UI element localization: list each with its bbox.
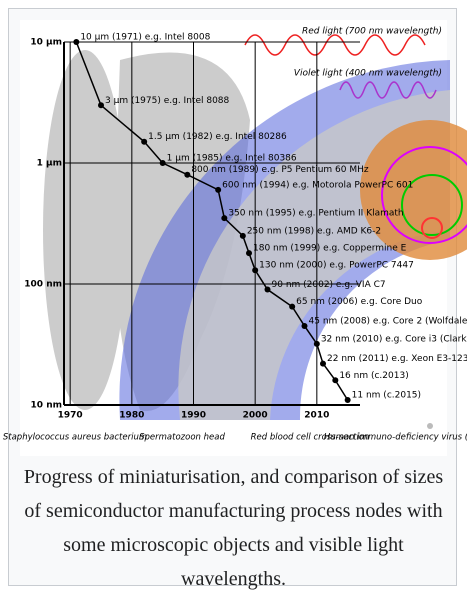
point-label: 22 nm (2011) e.g. Xeon E3-1230 — [327, 354, 467, 364]
x-tick-label: 2000 — [243, 411, 268, 421]
point — [320, 361, 326, 367]
point — [345, 397, 351, 403]
point — [314, 341, 320, 347]
point-label: 1 µm (1985) e.g. Intel 80386 — [167, 154, 297, 164]
y-tick-label: 100 nm — [24, 280, 62, 290]
point — [302, 323, 308, 329]
point-label: 11 nm (c.2015) — [352, 390, 421, 400]
point — [240, 233, 246, 239]
y-tick-label: 1 µm — [37, 159, 62, 169]
object-label: Staphylococcus aureus bacterium — [3, 433, 147, 443]
y-tick-label: 10 µm — [30, 38, 62, 48]
chart: 10 nm 100 nm 1 µm 10 µm 1970 1980 1990 2000 2010… — [0, 0, 467, 460]
point — [265, 287, 271, 293]
y-tick-label: 10 nm — [31, 401, 62, 411]
wave-label: Violet light (400 nm wavelength) — [294, 69, 442, 79]
x-tick-label: 1990 — [181, 411, 206, 421]
hiv-dot — [427, 423, 433, 429]
point — [252, 267, 258, 273]
point-label: 16 nm (c.2013) — [339, 371, 408, 381]
point-label: 180 nm (1999) e.g. Coppermine E — [253, 244, 407, 254]
point — [141, 139, 147, 145]
object-label: Human immuno-deficiency virus (HIV) — [324, 433, 467, 443]
point-label: 1.5 µm (1982) e.g. Intel 80286 — [148, 132, 287, 142]
point-label: 45 nm (2008) e.g. Core 2 (Wolfdale) — [309, 316, 467, 326]
point-label: 800 nm (1989) e.g. P5 Pentium 60 MHz — [191, 165, 369, 175]
object-label: Spermatozoon head — [139, 433, 225, 443]
point — [332, 377, 338, 383]
point — [73, 39, 79, 45]
point — [98, 102, 104, 108]
point — [289, 304, 295, 310]
point-label: 3 µm (1975) e.g. Intel 8088 — [105, 96, 230, 106]
point — [215, 187, 221, 193]
point-label: 350 nm (1995) e.g. Pentium II Klamath — [228, 209, 403, 219]
point-label: 10 µm (1971) e.g. Intel 8008 — [80, 33, 210, 43]
point-label: 600 nm (1994) e.g. Motorola PowerPC 601 — [222, 180, 413, 190]
point — [184, 172, 190, 178]
point-label: 250 nm (1998) e.g. AMD K6-2 — [247, 226, 381, 236]
x-tick-label: 2010 — [304, 411, 329, 421]
caption: Progress of miniaturisation, and compari… — [20, 460, 447, 596]
point — [246, 250, 252, 256]
wave-label: Red light (700 nm wavelength) — [302, 27, 442, 37]
point — [221, 215, 227, 221]
point-label: 32 nm (2010) e.g. Core i3 (Clarkdale) — [321, 334, 467, 344]
point-label: 130 nm (2000) e.g. PowerPC 7447 — [259, 261, 414, 271]
x-tick-label: 1980 — [119, 411, 144, 421]
point — [160, 160, 166, 166]
x-tick-label: 1970 — [58, 411, 83, 421]
point-label: 65 nm (2006) e.g. Core Duo — [296, 297, 423, 307]
point-label: 90 nm (2002) e.g. VIA C7 — [272, 280, 386, 290]
page: 10 nm 100 nm 1 µm 10 µm 1970 1980 1990 2000 2010… — [0, 0, 467, 596]
